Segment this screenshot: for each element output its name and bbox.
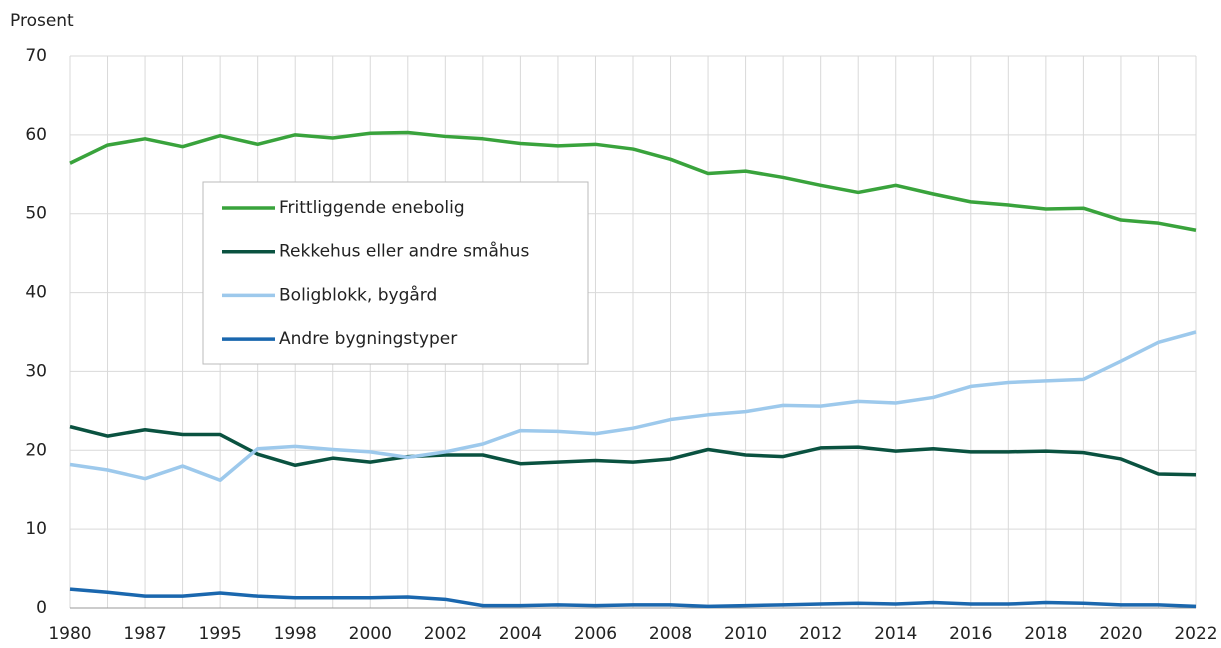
x-tick-label: 2008 bbox=[649, 624, 692, 644]
y-axis-title: Prosent bbox=[10, 11, 74, 31]
x-tick-label: 2016 bbox=[949, 624, 992, 644]
x-tick-label: 2010 bbox=[724, 624, 767, 644]
y-tick-label: 0 bbox=[36, 598, 47, 618]
y-tick-label: 40 bbox=[25, 283, 47, 303]
series-line bbox=[69, 587, 1197, 609]
x-tick-label: 2020 bbox=[1099, 624, 1142, 644]
x-tick-label: 2014 bbox=[874, 624, 917, 644]
x-tick-label: 1980 bbox=[48, 624, 91, 644]
series-line bbox=[69, 330, 1197, 483]
y-tick-label: 20 bbox=[25, 440, 47, 460]
x-tick-label: 2018 bbox=[1024, 624, 1067, 644]
y-tick-label: 70 bbox=[25, 46, 47, 66]
x-tick-label: 2000 bbox=[349, 624, 392, 644]
series-line bbox=[69, 130, 1197, 232]
y-tick-label: 50 bbox=[25, 204, 47, 224]
y-tick-label: 30 bbox=[25, 361, 47, 381]
x-tick-label: 2002 bbox=[424, 624, 467, 644]
x-tick-label: 2022 bbox=[1174, 624, 1217, 644]
x-tick-label: 2012 bbox=[799, 624, 842, 644]
y-tick-label: 10 bbox=[25, 519, 47, 539]
series-line bbox=[69, 424, 1197, 477]
y-tick-label: 60 bbox=[25, 125, 47, 145]
x-tick-label: 2006 bbox=[574, 624, 617, 644]
x-tick-label: 1998 bbox=[274, 624, 317, 644]
x-tick-label: 2004 bbox=[499, 624, 542, 644]
legend-label: Frittliggende enebolig bbox=[279, 198, 465, 218]
legend-label: Rekkehus eller andre småhus bbox=[279, 241, 529, 262]
legend-label: Boligblokk, bygård bbox=[279, 284, 437, 305]
x-tick-label: 1987 bbox=[123, 624, 166, 644]
legend-label: Andre bygningstyper bbox=[279, 329, 457, 349]
legend-box bbox=[202, 181, 589, 365]
x-tick-label: 1995 bbox=[199, 624, 242, 644]
